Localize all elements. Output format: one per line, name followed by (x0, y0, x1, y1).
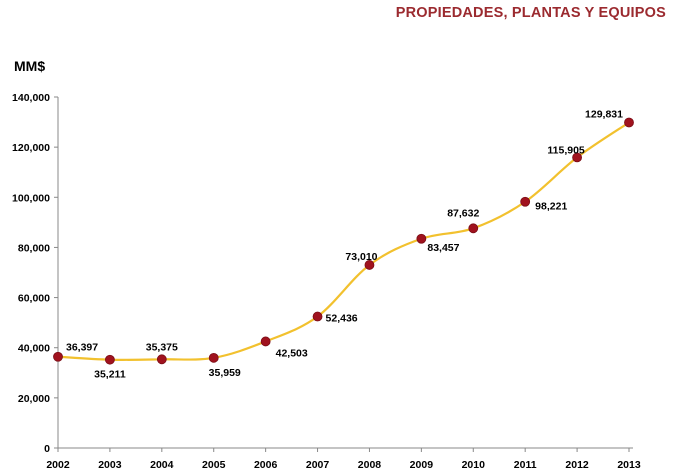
y-tick-label: 100,000 (12, 192, 50, 204)
y-tick-label: 120,000 (12, 142, 50, 154)
x-tick-label: 2012 (565, 459, 589, 471)
data-label: 98,221 (535, 201, 567, 213)
data-label: 42,503 (276, 347, 308, 359)
y-tick-label: 20,000 (18, 393, 50, 405)
data-point (208, 352, 219, 363)
data-point (53, 351, 63, 362)
data-label: 129,831 (585, 108, 623, 120)
data-label: 83,457 (427, 242, 459, 254)
x-tick-label: 2010 (462, 459, 486, 471)
x-tick-label: 2005 (202, 459, 226, 471)
data-label: 35,211 (94, 369, 126, 381)
x-tick-label: 2008 (358, 459, 382, 471)
data-point (260, 336, 271, 347)
data-label: 35,375 (146, 341, 178, 353)
x-tick-label: 2004 (150, 459, 174, 471)
x-tick-label: 2013 (617, 459, 641, 471)
data-point (364, 260, 375, 270)
data-label: 115,905 (547, 144, 585, 156)
y-tick-label: 40,000 (18, 343, 50, 355)
data-label: 36,397 (66, 342, 98, 354)
y-axis-unit-label: MM$ (14, 58, 46, 74)
data-point (416, 233, 427, 244)
x-tick-label: 2007 (306, 459, 330, 471)
data-point (624, 117, 634, 128)
x-tick-label: 2011 (514, 459, 537, 471)
data-point (156, 354, 167, 365)
data-point (468, 223, 479, 234)
data-point (520, 196, 531, 207)
y-tick-label: 80,000 (18, 242, 50, 254)
x-tick-label: 2002 (46, 459, 70, 471)
x-tick-label: 2003 (98, 459, 122, 471)
y-tick-label: 140,000 (12, 92, 50, 104)
x-tick-label: 2009 (410, 459, 434, 471)
data-point (105, 354, 115, 365)
data-label: 52,436 (326, 313, 358, 325)
x-tick-label: 2006 (254, 459, 278, 471)
data-label: 87,632 (447, 207, 479, 219)
chart-title: PROPIEDADES, PLANTAS Y EQUIPOS (395, 5, 666, 21)
data-point (572, 152, 582, 163)
data-point (312, 311, 323, 322)
data-label: 35,959 (209, 367, 241, 379)
y-tick-label: 60,000 (18, 293, 50, 305)
data-label: 73,010 (345, 251, 377, 263)
y-tick-label: 0 (44, 443, 50, 455)
